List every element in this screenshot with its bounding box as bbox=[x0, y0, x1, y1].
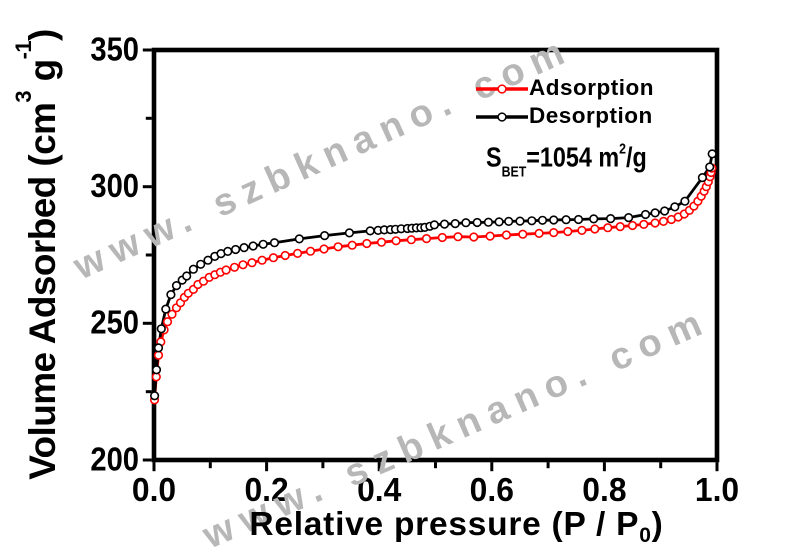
svg-text:0.4: 0.4 bbox=[357, 470, 401, 508]
svg-text:300: 300 bbox=[90, 167, 139, 204]
svg-text:350: 350 bbox=[90, 31, 139, 68]
svg-text:Adsorption: Adsorption bbox=[529, 75, 654, 100]
svg-text:0.6: 0.6 bbox=[470, 470, 514, 508]
svg-text:0.2: 0.2 bbox=[244, 470, 288, 508]
svg-text:1.0: 1.0 bbox=[695, 470, 739, 508]
svg-text:Desorption: Desorption bbox=[529, 103, 653, 128]
svg-text:0.8: 0.8 bbox=[582, 470, 626, 508]
svg-text:Relative pressure (P / P0): Relative pressure (P / P0) bbox=[249, 506, 663, 547]
svg-text:0.0: 0.0 bbox=[132, 470, 176, 508]
svg-text:250: 250 bbox=[90, 304, 139, 341]
svg-text:200: 200 bbox=[90, 441, 139, 478]
